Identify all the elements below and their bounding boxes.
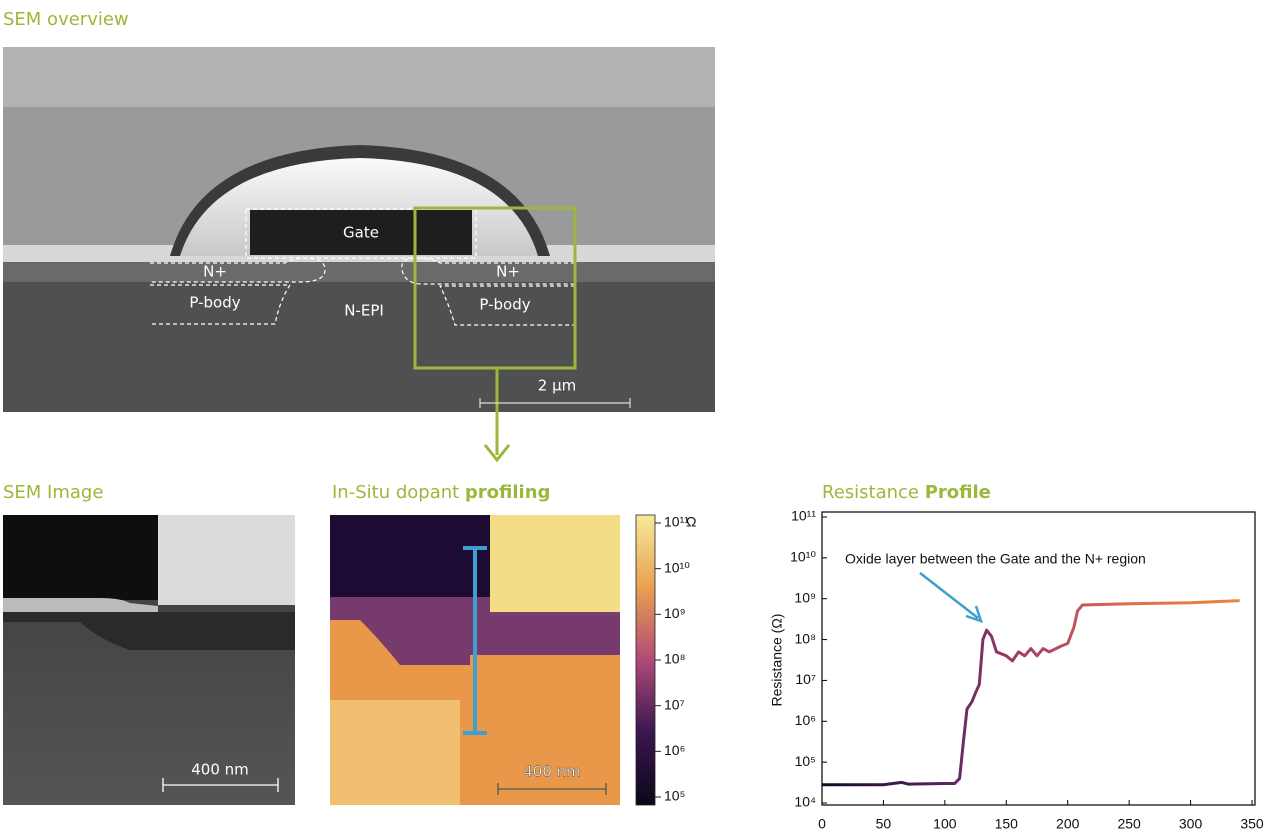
- y-tick-label: 10¹⁰: [790, 549, 816, 565]
- overview-title: SEM overview: [3, 9, 129, 30]
- colorbar-tick-label: 10⁶: [664, 742, 685, 758]
- region-label: P-body: [189, 294, 240, 312]
- title-part: Resistance: [822, 482, 919, 503]
- resistance-line: [822, 599, 1240, 787]
- scale-bar-label: 2 µm: [538, 377, 576, 395]
- sem-overview-image: [3, 47, 715, 463]
- region-label: N+: [203, 263, 227, 281]
- annotation-arrow: [919, 572, 983, 623]
- y-tick-label: 10¹¹: [791, 508, 816, 524]
- colorbar-tick-label: 10¹¹: [664, 514, 689, 530]
- y-tick-label: 10⁴: [794, 794, 816, 810]
- x-tick-label: 150: [995, 816, 1019, 832]
- y-tick-label: 10⁷: [795, 671, 816, 687]
- x-tick-label: 350: [1240, 816, 1264, 832]
- x-tick-label: 300: [1179, 816, 1203, 832]
- x-tick-label: 100: [933, 816, 957, 832]
- region-label: Gate: [343, 224, 379, 242]
- y-tick-label: 10⁶: [795, 712, 816, 728]
- annotation: Oxide layer between the Gate and the N+ …: [845, 551, 1146, 567]
- region-label: N-EPI: [344, 302, 384, 320]
- sem-image: [3, 515, 295, 805]
- x-tick-label: 250: [1117, 816, 1141, 832]
- scale-bar-label: 400 nm: [191, 761, 249, 779]
- x-tick-label: 0: [818, 816, 826, 832]
- scale-bar-label: 400 nm: [523, 763, 581, 781]
- y-tick-label: 10⁵: [795, 753, 816, 769]
- region-label: P-body: [479, 296, 530, 314]
- title-bold: profiling: [465, 482, 551, 503]
- dopant-map-title: In-Situ dopant profiling: [332, 482, 550, 503]
- title-bold: Profile: [925, 482, 991, 503]
- y-axis-label: Resistance (Ω): [769, 614, 785, 707]
- dopant-map: [330, 514, 656, 806]
- x-tick-label: 200: [1056, 816, 1080, 832]
- plot-frame: [821, 511, 1256, 806]
- colorbar-tick-label: 10⁹: [664, 605, 686, 621]
- colorbar-tick-label: 10⁵: [664, 788, 685, 804]
- colorbar-tick-label: 10¹⁰: [664, 559, 690, 575]
- x-tick-label: 50: [876, 816, 892, 832]
- y-tick-label: 10⁹: [794, 589, 816, 605]
- chart-title: Resistance Profile: [822, 482, 991, 503]
- title-part: In-Situ dopant: [332, 482, 459, 503]
- y-tick-label: 10⁸: [795, 630, 817, 646]
- colorbar-tick-label: 10⁸: [664, 651, 686, 667]
- sem-image-title: SEM Image: [3, 482, 103, 503]
- colorbar-unit: Ω: [686, 514, 696, 530]
- colorbar-tick-label: 10⁷: [664, 696, 685, 712]
- region-label: N+: [496, 263, 520, 281]
